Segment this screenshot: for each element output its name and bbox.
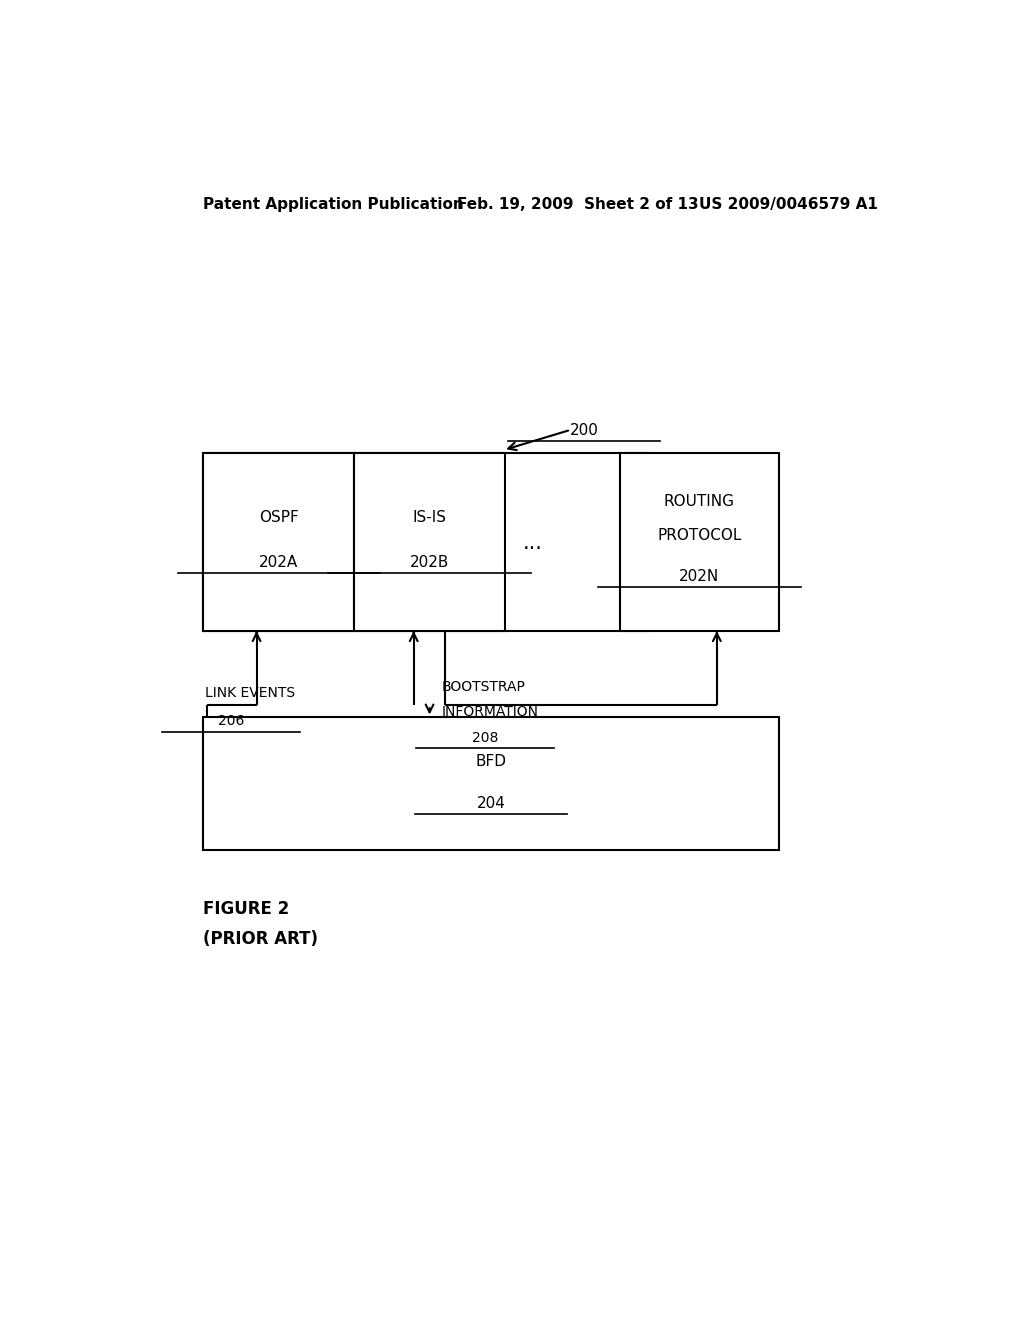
Text: 202A: 202A	[259, 554, 298, 570]
Text: INFORMATION: INFORMATION	[441, 705, 539, 719]
Text: 202N: 202N	[679, 569, 720, 585]
Text: FIGURE 2: FIGURE 2	[204, 899, 290, 917]
Text: (PRIOR ART): (PRIOR ART)	[204, 931, 318, 948]
Text: 202B: 202B	[410, 554, 450, 570]
Text: US 2009/0046579 A1: US 2009/0046579 A1	[699, 197, 879, 211]
Text: BOOTSTRAP: BOOTSTRAP	[441, 680, 525, 694]
FancyBboxPatch shape	[204, 453, 354, 631]
Text: 204: 204	[476, 796, 506, 812]
Text: Patent Application Publication: Patent Application Publication	[204, 197, 464, 211]
Text: Feb. 19, 2009  Sheet 2 of 13: Feb. 19, 2009 Sheet 2 of 13	[458, 197, 699, 211]
Text: PROTOCOL: PROTOCOL	[657, 528, 741, 544]
Text: 200: 200	[570, 422, 599, 438]
Text: 208: 208	[472, 731, 499, 744]
Text: BFD: BFD	[475, 754, 507, 768]
FancyBboxPatch shape	[620, 453, 779, 631]
Text: ...: ...	[523, 532, 543, 553]
Text: IS-IS: IS-IS	[413, 511, 446, 525]
Text: LINK EVENTS: LINK EVENTS	[205, 686, 295, 700]
Text: OSPF: OSPF	[259, 511, 299, 525]
Text: 206: 206	[218, 714, 245, 729]
FancyBboxPatch shape	[204, 718, 778, 850]
FancyBboxPatch shape	[204, 453, 648, 631]
FancyBboxPatch shape	[354, 453, 505, 631]
Text: ROUTING: ROUTING	[664, 494, 735, 510]
